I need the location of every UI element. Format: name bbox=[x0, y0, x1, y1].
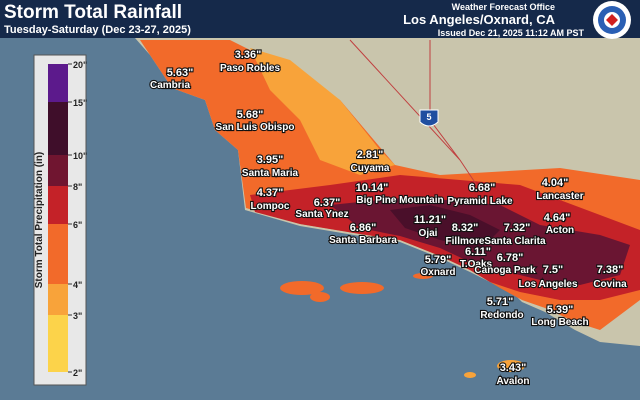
place-name: Big Pine Mountain bbox=[356, 195, 443, 206]
place-value: 4.64" bbox=[544, 212, 571, 224]
rain-light bbox=[250, 48, 395, 175]
nws-logo bbox=[593, 1, 631, 39]
place-name: Long Beach bbox=[531, 317, 588, 328]
place-value: 7.32" bbox=[504, 222, 531, 234]
legend-swatch bbox=[48, 315, 68, 372]
legend-swatch bbox=[48, 102, 68, 155]
place-value: 7.5" bbox=[543, 264, 564, 276]
place-name: Pyramid Lake bbox=[447, 196, 512, 207]
place-value: 5.39" bbox=[547, 304, 574, 316]
place-value: 5.63" bbox=[167, 67, 194, 79]
legend-title: Storm Total Precipitation (in) bbox=[34, 152, 45, 288]
place-value: 11.21" bbox=[414, 214, 446, 226]
place-name: Santa Clarita bbox=[484, 236, 546, 247]
place-name: Lancaster bbox=[536, 191, 583, 202]
place-value: 3.43" bbox=[500, 362, 527, 374]
place-name: Los Angeles bbox=[518, 279, 578, 290]
legend-tick-label: 10" bbox=[73, 151, 87, 161]
roads bbox=[349, 39, 481, 191]
legend-tick-label: 20" bbox=[73, 60, 87, 70]
place-name: Santa Barbara bbox=[329, 235, 397, 246]
place-name: Redondo bbox=[480, 310, 523, 321]
place-labels: 5.63"Cambria 3.36" Paso Robles 5.68"San Lui… bbox=[149, 48, 628, 388]
place-name: Avalon bbox=[497, 376, 530, 387]
legend-tick-label: 3" bbox=[73, 311, 82, 321]
legend-tick-label: 15" bbox=[73, 98, 87, 108]
place-value: 6.86" bbox=[350, 222, 377, 234]
place-name: Santa Maria bbox=[242, 168, 299, 179]
place-value: 6.37" bbox=[314, 197, 341, 209]
place-name: San Luis Obispo bbox=[216, 122, 295, 133]
interstate-shield: 5 bbox=[419, 109, 439, 127]
legend-swatch bbox=[48, 224, 68, 284]
place-name: Santa Ynez bbox=[295, 209, 348, 220]
legend-tick-label: 8" bbox=[73, 182, 82, 192]
issued: Issued Dec 21, 2025 11:12 AM PST bbox=[438, 28, 585, 38]
legend-swatch bbox=[48, 155, 68, 186]
place-value: 3.95" bbox=[257, 154, 284, 166]
place-value: 6.11" bbox=[465, 246, 491, 258]
place-value: 6.78" bbox=[497, 252, 524, 264]
place-name: Covina bbox=[593, 279, 627, 290]
place-name: Fillmore bbox=[446, 236, 485, 247]
title: Storm Total Rainfall bbox=[4, 2, 182, 23]
place-value: 5.68" bbox=[237, 109, 264, 121]
legend-tick-label: 6" bbox=[73, 220, 82, 230]
place-name: T.Oaks bbox=[460, 259, 493, 270]
legend-swatch bbox=[48, 284, 68, 315]
place-name: Lompoc bbox=[251, 201, 290, 212]
legend-swatch bbox=[48, 186, 68, 224]
place-value: 6.68" bbox=[469, 182, 496, 194]
islands bbox=[280, 273, 525, 378]
place-name: Oxnard bbox=[420, 267, 455, 278]
header-bar bbox=[0, 0, 640, 38]
place-name: Cambria bbox=[150, 80, 190, 91]
place-value: 10.14" bbox=[356, 182, 389, 194]
office: Weather Forecast Office bbox=[452, 2, 555, 12]
place-value: 5.79" bbox=[425, 254, 452, 266]
place-name: Cuyama bbox=[351, 163, 390, 174]
place-name: Acton bbox=[546, 225, 574, 236]
legend-tick-label: 4" bbox=[73, 280, 82, 290]
place-value: 5.71" bbox=[487, 296, 514, 308]
place-name: Ojai bbox=[419, 228, 438, 239]
legend-bar: 20" 15" 10" 8" 6" 4" 3" 2" bbox=[48, 60, 87, 378]
legend-tick-label: 2" bbox=[73, 368, 82, 378]
place-value: 8.32" bbox=[452, 222, 479, 234]
place-name: Canoga Park bbox=[474, 265, 536, 276]
place-value: 7.38" bbox=[597, 264, 624, 276]
interstate-label: 5 bbox=[426, 112, 431, 122]
location: Los Angeles/Oxnard, CA bbox=[403, 12, 556, 27]
legend-swatch bbox=[48, 64, 68, 102]
place-value: 3.36" bbox=[235, 49, 262, 61]
rain-darkest bbox=[390, 205, 500, 250]
place-value: 4.04" bbox=[542, 177, 569, 189]
place-value: 2.81" bbox=[357, 149, 384, 161]
subtitle: Tuesday-Saturday (Dec 23-27, 2025) bbox=[4, 24, 191, 36]
place-value: 4.37" bbox=[257, 187, 284, 199]
place-name: Paso Robles bbox=[220, 63, 280, 74]
